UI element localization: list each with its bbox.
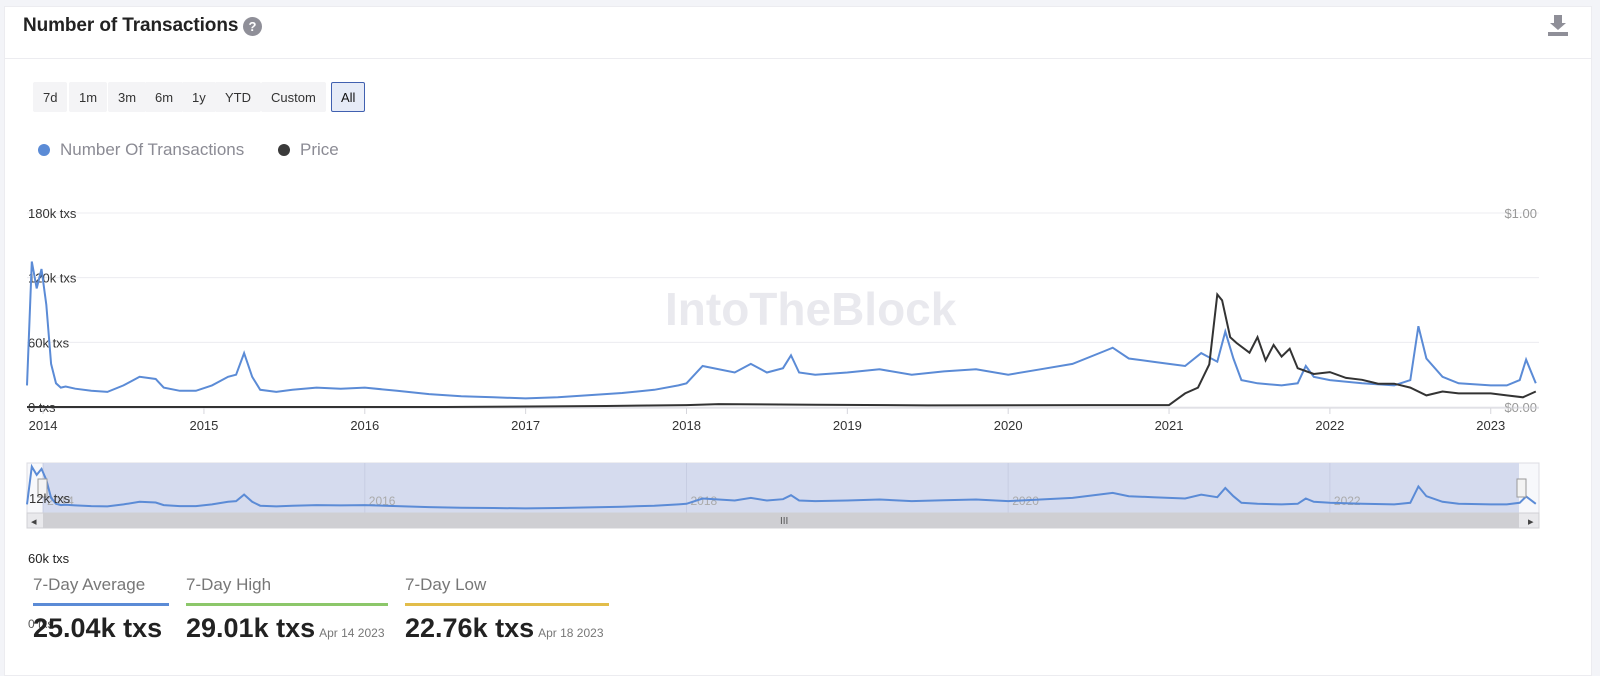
legend-dot-price [278, 144, 290, 156]
navigator-line [26, 463, 1537, 510]
stat-date-low: Apr 18 2023 [538, 626, 604, 640]
help-icon[interactable]: ? [243, 17, 262, 36]
stat-number-low: 22.76k txs [405, 613, 535, 643]
stat-label-average: 7-Day Average [33, 575, 146, 594]
stat-bar-average [33, 603, 169, 606]
stat-label-high: 7-Day High [186, 575, 272, 594]
range-custom[interactable]: Custom [261, 82, 326, 112]
navigator-handle-left[interactable] [37, 478, 48, 498]
navigator-y-label: 12k txs [29, 491, 71, 506]
stat-number-average: 25.04k txs [33, 613, 163, 643]
scroll-left-icon[interactable]: ◂ [31, 516, 37, 528]
range-6m[interactable]: 6m [145, 82, 184, 112]
series-line-price [27, 292, 1537, 408]
card-header: Number of Transactions ? [5, 7, 1591, 59]
range-3m[interactable]: 3m [108, 82, 147, 112]
range-ytd[interactable]: YTD [215, 82, 261, 112]
legend-item-transactions[interactable]: Number Of Transactions [38, 139, 244, 161]
range-1y[interactable]: 1y [182, 82, 216, 112]
x-tick-label: 2015 [189, 418, 218, 433]
x-tick-label: 2023 [1476, 418, 1505, 433]
x-tick-label: 2016 [350, 418, 379, 433]
stat-bar-high [186, 603, 388, 606]
legend-dot-transactions [38, 144, 50, 156]
x-tick-label: 2018 [672, 418, 701, 433]
stat-value-average: 25.04k txs [33, 613, 162, 644]
stat-label-low: 7-Day Low [405, 575, 487, 594]
navigator-scroll-thumb[interactable] [43, 513, 1519, 528]
watermark-text: IntoTheBlock [665, 283, 957, 335]
x-tick-label: 2014 [29, 418, 58, 433]
x-tick-label: 2017 [511, 418, 540, 433]
y-tick-label-left: 180k txs [28, 206, 77, 221]
x-tick-label: 2019 [833, 418, 862, 433]
navigator-x-label: 2018 [690, 494, 717, 508]
stat-date-high: Apr 14 2023 [319, 626, 385, 640]
navigator-handle-right[interactable] [1516, 478, 1527, 498]
y-tick-label-right: $1.00 [1504, 206, 1537, 221]
stat-number-high: 29.01k txs [186, 613, 316, 643]
legend-item-price[interactable]: Price [278, 139, 339, 161]
scroll-right-icon[interactable]: ▸ [1528, 516, 1534, 528]
scroll-grip-icon[interactable]: III [780, 516, 788, 527]
x-tick-label: 2022 [1315, 418, 1344, 433]
stat-value-low: 22.76k txs Apr 18 2023 [405, 613, 604, 644]
overlay-label-0: 0 txs [28, 617, 54, 631]
range-7d[interactable]: 7d [33, 82, 68, 112]
chart-card: Number of Transactions ? 7d 1m 3m 6m 1y … [4, 6, 1592, 676]
navigator-x-label: 2022 [1334, 494, 1361, 508]
range-all[interactable]: All [331, 82, 366, 112]
navigator[interactable]: 2014 2016 2018 2020 2022 12k txs ◂ ▸ III [26, 462, 1540, 529]
stat-bar-low [405, 603, 609, 606]
x-tick-label: 2020 [994, 418, 1023, 433]
overlay-label-60k: 60k txs [28, 551, 70, 566]
x-tick-label: 2021 [1155, 418, 1184, 433]
stat-value-high: 29.01k txs Apr 14 2023 [186, 613, 385, 644]
range-1m[interactable]: 1m [69, 82, 108, 112]
series-line-transactions [26, 261, 1537, 400]
legend-label-transactions: Number Of Transactions [60, 140, 245, 159]
download-icon[interactable] [1547, 13, 1569, 37]
page-title: Number of Transactions [23, 15, 239, 36]
legend-label-price: Price [300, 140, 339, 159]
